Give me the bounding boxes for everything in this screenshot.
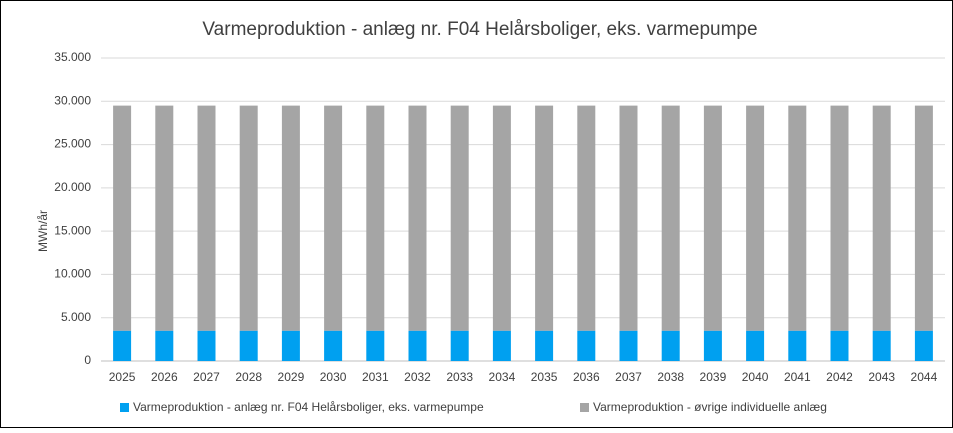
bar-segment: [492, 330, 511, 361]
bar-segment: [492, 105, 511, 331]
legend-label: Varmeproduktion - øvrige individuelle an…: [593, 400, 827, 414]
x-tick-label: 2043: [868, 370, 895, 384]
bar-segment: [619, 105, 638, 331]
x-tick-label: 2031: [362, 370, 389, 384]
y-tick-label: 5.000: [61, 310, 91, 324]
bar-segment: [703, 330, 722, 361]
x-tick-label: 2028: [235, 370, 262, 384]
bar-segment: [366, 330, 385, 361]
bar-segment: [155, 330, 174, 361]
bar-segment: [872, 105, 891, 331]
bar-segment: [450, 330, 469, 361]
legend-swatch: [120, 403, 129, 412]
bar-segment: [535, 330, 554, 361]
x-tick-label: 2038: [657, 370, 684, 384]
bar-segment: [577, 105, 596, 331]
legend-label: Varmeproduktion - anlæg nr. F04 Helårsbo…: [133, 400, 484, 414]
bar-segment: [281, 330, 300, 361]
x-tick-label: 2029: [278, 370, 305, 384]
y-tick-label: 0: [84, 353, 91, 367]
bar-segment: [619, 330, 638, 361]
bar-segment: [239, 330, 258, 361]
bar-segment: [197, 330, 216, 361]
bar-segment: [535, 105, 554, 331]
y-tick-label: 15.000: [54, 223, 91, 237]
bar-segment: [746, 105, 765, 331]
bar-segment: [914, 330, 933, 361]
bar-segment: [788, 105, 807, 331]
legend-swatch: [580, 403, 589, 412]
bar-segment: [450, 105, 469, 331]
y-tick-label: 25.000: [54, 137, 91, 151]
bar-segment: [703, 105, 722, 331]
x-tick-label: 2040: [742, 370, 769, 384]
x-tick-label: 2032: [404, 370, 431, 384]
y-tick-label: 35.000: [54, 50, 91, 64]
bar-segment: [113, 105, 132, 331]
x-tick-label: 2025: [109, 370, 136, 384]
bar-segment: [324, 330, 343, 361]
bar-segment: [197, 105, 216, 331]
bar-segment: [577, 330, 596, 361]
y-tick-label: 30.000: [54, 93, 91, 107]
y-tick-label: 20.000: [54, 180, 91, 194]
x-tick-label: 2033: [446, 370, 473, 384]
bar-segment: [281, 105, 300, 331]
bar-segment: [872, 330, 891, 361]
bar-segment: [408, 105, 427, 331]
bar-segment: [914, 105, 933, 331]
x-tick-label: 2035: [531, 370, 558, 384]
y-axis-label: MWh/år: [36, 210, 50, 252]
x-tick-label: 2026: [151, 370, 178, 384]
bar-segment: [366, 105, 385, 331]
x-tick-label: 2042: [826, 370, 853, 384]
x-tick-label: 2037: [615, 370, 642, 384]
bar-segment: [408, 330, 427, 361]
bar-segment: [155, 105, 174, 331]
bar-segment: [239, 105, 258, 331]
bar-segment: [324, 105, 343, 331]
bar-segment: [830, 330, 849, 361]
x-tick-label: 2027: [193, 370, 220, 384]
bar-segment: [830, 105, 849, 331]
x-tick-label: 2034: [489, 370, 516, 384]
y-tick-label: 10.000: [54, 267, 91, 281]
x-tick-label: 2044: [911, 370, 938, 384]
bar-segment: [661, 105, 680, 331]
x-tick-label: 2030: [320, 370, 347, 384]
bar-segment: [746, 330, 765, 361]
bar-segment: [788, 330, 807, 361]
x-tick-label: 2041: [784, 370, 811, 384]
x-tick-label: 2036: [573, 370, 600, 384]
x-tick-label: 2039: [700, 370, 727, 384]
bar-segment: [661, 330, 680, 361]
chart-title: Varmeproduktion - anlæg nr. F04 Helårsbo…: [202, 19, 757, 40]
bar-segment: [113, 330, 132, 361]
